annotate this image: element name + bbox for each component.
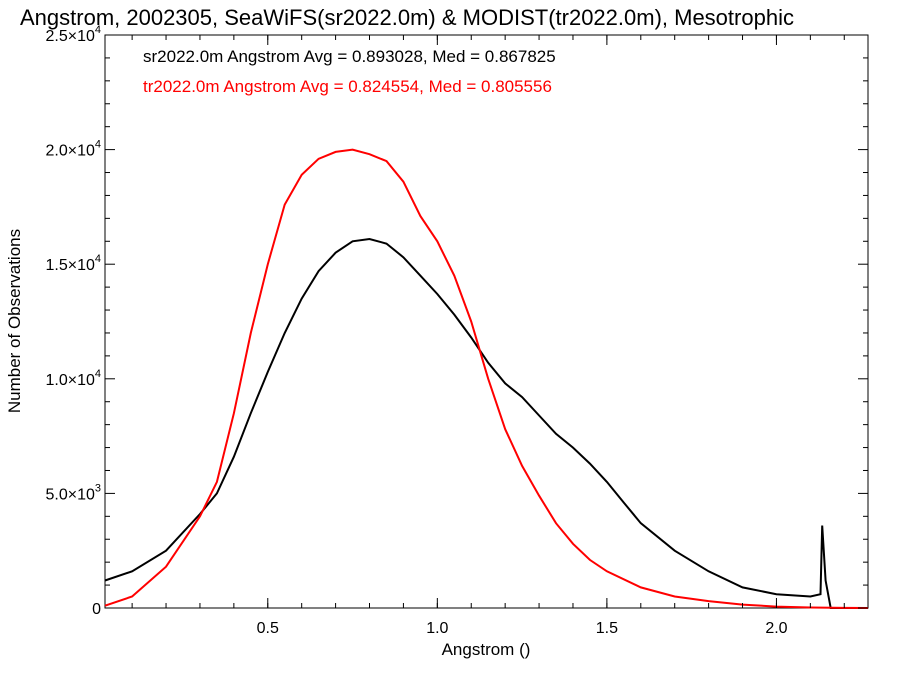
series-line-red (104, 148, 869, 609)
y-axis-ticks: 0 5.0×103 1.0×104 1.5×104 2.0×104 2.5×104 (45, 24, 868, 618)
legend-annotation-black: sr2022.0m Angstrom Avg = 0.893028, Med =… (143, 47, 556, 66)
x-tick-label: 2.0 (765, 620, 787, 637)
x-tick-label: 0.5 (257, 620, 279, 637)
x-tick-label: 1.5 (596, 620, 618, 637)
y-tick-label: 5.0×103 (45, 482, 101, 503)
series-line-black (104, 237, 868, 609)
x-tick-label: 1.0 (426, 620, 448, 637)
y-tick-label: 2.0×104 (45, 139, 101, 160)
y-tick-label: 0 (92, 601, 101, 618)
y-tick-label: 2.5×104 (45, 24, 101, 45)
y-tick-label: 1.5×104 (45, 253, 101, 274)
y-tick-label: 1.0×104 (45, 368, 101, 389)
x-axis-label: Angstrom () (442, 640, 531, 659)
chart-title: Angstrom, 2002305, SeaWiFS(sr2022.0m) & … (20, 5, 794, 30)
legend-annotation-red: tr2022.0m Angstrom Avg = 0.824554, Med =… (143, 77, 552, 96)
plot-frame (104, 34, 869, 609)
y-axis-label: Number of Observations (5, 229, 24, 413)
x-axis-ticks: 0.5 1.0 1.5 2.0 (131, 35, 845, 637)
series-layer (104, 148, 869, 609)
